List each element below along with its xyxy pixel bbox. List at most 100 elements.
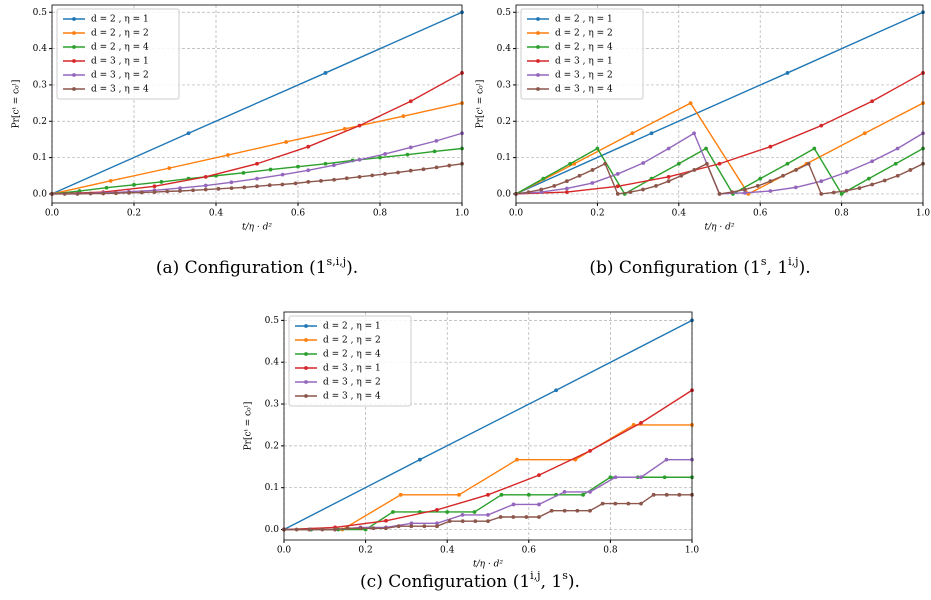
point: [342, 126, 347, 131]
series-line: [284, 424, 692, 531]
point: [408, 145, 413, 150]
point: [785, 161, 790, 166]
point: [333, 527, 337, 532]
point: [552, 184, 557, 188]
point: [758, 176, 763, 181]
caption-superscript: s: [562, 569, 568, 582]
point: [541, 176, 546, 181]
y-tick-label: 0.2: [33, 117, 47, 127]
x-tick-label: 0.0: [509, 209, 524, 219]
point: [432, 149, 437, 154]
point: [666, 174, 671, 179]
point: [498, 515, 503, 519]
legend-marker: [72, 31, 76, 35]
point: [615, 184, 620, 189]
point: [666, 146, 671, 151]
series-line: [515, 11, 924, 195]
point: [839, 192, 844, 196]
point: [186, 131, 191, 136]
point: [203, 187, 208, 192]
point: [242, 185, 247, 190]
point: [267, 183, 272, 188]
point: [743, 190, 747, 195]
point: [307, 527, 312, 532]
point: [679, 173, 684, 178]
caption: (c) Configuration (1i,j, 1s).: [360, 569, 580, 592]
point: [677, 492, 682, 497]
point: [654, 184, 658, 188]
point: [358, 526, 363, 531]
legend-marker: [72, 45, 76, 49]
x-axis-label: t/η · d²: [242, 223, 272, 233]
point: [870, 99, 875, 104]
legend-marker: [72, 17, 76, 21]
point: [357, 123, 362, 128]
legend-marker: [304, 380, 308, 384]
x-tick-label: 0.0: [277, 546, 292, 556]
legend-label: d = 2 , η = 4: [555, 43, 613, 53]
y-axis-label: Pr[cᵗ = c₀ˡ]: [476, 80, 486, 129]
x-tick-label: 0.6: [522, 546, 537, 556]
y-tick-label: 0.3: [497, 80, 512, 90]
legend-label: d = 2 , η = 2: [555, 29, 613, 39]
point: [819, 123, 824, 128]
point: [435, 507, 439, 512]
y-tick-label: 0.4: [265, 358, 280, 368]
x-axis-label: t/η · d²: [705, 223, 735, 233]
legend-marker: [72, 73, 76, 77]
caption-superscript: i,j: [530, 569, 540, 582]
point: [664, 457, 669, 462]
legend-marker: [304, 324, 308, 328]
point: [595, 146, 600, 151]
point: [396, 524, 401, 529]
caption-text: (b) Configuration (1: [589, 258, 760, 278]
point: [588, 448, 592, 453]
point: [225, 153, 230, 157]
point: [666, 179, 671, 184]
point: [127, 190, 131, 195]
point: [447, 519, 452, 524]
point: [268, 167, 273, 172]
point: [152, 184, 157, 189]
chart: 0.0 0.1 0.2 0.3 0.4 0.5 0.0 0.2 0.4 0.6 0.8 1.0 t/η …: [12, 4, 469, 278]
point: [857, 186, 862, 191]
point: [515, 457, 519, 462]
y-tick-label: 0.4: [497, 44, 512, 54]
legend-label: d = 3 , η = 2: [555, 71, 613, 81]
point: [630, 131, 635, 136]
point: [870, 182, 875, 187]
point: [486, 492, 490, 497]
point: [409, 524, 414, 529]
series-line: [51, 11, 463, 195]
point: [132, 182, 136, 187]
point: [405, 152, 410, 157]
caption-text: ).: [568, 572, 580, 592]
y-tick-label: 0.0: [33, 189, 48, 199]
caption-superscript: s: [761, 255, 767, 268]
point: [639, 475, 643, 480]
y-tick-label: 0.2: [265, 441, 279, 451]
point: [472, 510, 477, 514]
chart: 0.0 0.1 0.2 0.3 0.4 0.5 0.0 0.2 0.4 0.6 0.8 1.0 t/η …: [476, 4, 930, 278]
point: [384, 526, 388, 531]
series-line: [515, 147, 924, 195]
point: [613, 475, 618, 480]
legend-box: [56, 8, 180, 100]
caption-text: (c) Configuration (1: [360, 572, 530, 592]
point: [306, 144, 311, 149]
legend-label: d = 3 , η = 4: [91, 85, 149, 95]
chart: 0.0 0.1 0.2 0.3 0.4 0.5 0.0 0.2 0.4 0.6 0.8 1.0 t/η …: [244, 311, 699, 592]
point: [357, 174, 362, 179]
x-tick-label: 0.8: [603, 546, 618, 556]
point: [641, 161, 646, 165]
plot-frame: [283, 311, 693, 541]
point: [615, 172, 620, 176]
point: [692, 168, 697, 172]
point: [486, 512, 490, 517]
point: [499, 492, 504, 497]
point: [562, 508, 567, 513]
legend-marker: [304, 352, 308, 356]
x-tick-label: 0.8: [834, 209, 849, 219]
point: [641, 187, 645, 192]
